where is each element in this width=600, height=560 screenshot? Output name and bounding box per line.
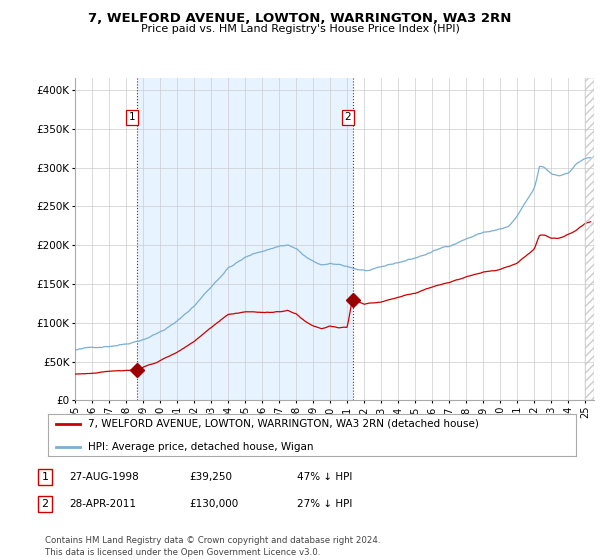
Bar <box>137 78 353 400</box>
Text: HPI: Average price, detached house, Wigan: HPI: Average price, detached house, Wiga… <box>88 442 313 452</box>
Text: 1: 1 <box>128 112 136 122</box>
Text: £130,000: £130,000 <box>189 499 238 509</box>
Text: 28-APR-2011: 28-APR-2011 <box>69 499 136 509</box>
Text: 47% ↓ HPI: 47% ↓ HPI <box>297 472 352 482</box>
Text: 1: 1 <box>41 472 49 482</box>
Text: 2: 2 <box>344 112 351 122</box>
Text: 2: 2 <box>41 499 49 509</box>
Text: Contains HM Land Registry data © Crown copyright and database right 2024.
This d: Contains HM Land Registry data © Crown c… <box>45 536 380 557</box>
Text: 27-AUG-1998: 27-AUG-1998 <box>69 472 139 482</box>
Text: 27% ↓ HPI: 27% ↓ HPI <box>297 499 352 509</box>
Text: 7, WELFORD AVENUE, LOWTON, WARRINGTON, WA3 2RN: 7, WELFORD AVENUE, LOWTON, WARRINGTON, W… <box>88 12 512 25</box>
Text: £39,250: £39,250 <box>189 472 232 482</box>
Text: Price paid vs. HM Land Registry's House Price Index (HPI): Price paid vs. HM Land Registry's House … <box>140 24 460 34</box>
Text: 7, WELFORD AVENUE, LOWTON, WARRINGTON, WA3 2RN (detached house): 7, WELFORD AVENUE, LOWTON, WARRINGTON, W… <box>88 419 478 428</box>
